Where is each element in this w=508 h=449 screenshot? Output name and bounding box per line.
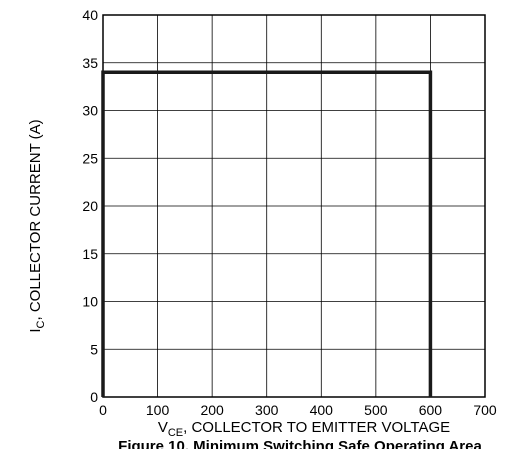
x-axis-label-main: V: [158, 419, 168, 436]
x-tick-labels: 0 100 200 300 400 500 600 700: [99, 402, 497, 418]
x-tick-label-500: 500: [364, 402, 388, 418]
safe-operating-area-line-0: [101, 70, 433, 397]
y-tick-label-15: 15: [82, 246, 98, 262]
y-tick-label-10: 10: [82, 294, 98, 310]
x-axis-label-text: , COLLECTOR TO EMITTER VOLTAGE: [183, 419, 450, 436]
y-axis-label-subscript: C: [35, 320, 47, 328]
y-axis-label: IC, COLLECTOR CURRENT (A): [27, 119, 47, 332]
y-tick-label-30: 30: [82, 103, 98, 119]
x-tick-label-300: 300: [255, 402, 279, 418]
y-tick-label-35: 35: [82, 55, 98, 71]
x-tick-label-0: 0: [99, 402, 107, 418]
y-tick-label-40: 40: [82, 7, 98, 23]
x-tick-label-100: 100: [146, 402, 170, 418]
figure-caption: Figure 10. Minimum Switching Safe Operat…: [118, 438, 482, 449]
x-axis-label-subscript: CE: [168, 427, 183, 439]
y-tick-label-0: 0: [90, 389, 98, 405]
y-tick-label-20: 20: [82, 198, 98, 214]
series-layer: [101, 70, 433, 397]
x-axis-label: VCE, COLLECTOR TO EMITTER VOLTAGE: [158, 419, 450, 439]
y-tick-label-5: 5: [90, 341, 98, 357]
x-tick-label-600: 600: [419, 402, 443, 418]
x-tick-label-400: 400: [310, 402, 334, 418]
x-tick-label-200: 200: [200, 402, 224, 418]
y-axis-label-main: I: [27, 328, 44, 332]
x-tick-label-700: 700: [473, 402, 497, 418]
y-tick-labels: 0 5 10 15 20 25 30 35 40: [82, 7, 98, 405]
y-axis-label-text: , COLLECTOR CURRENT (A): [27, 119, 44, 320]
y-tick-label-25: 25: [82, 150, 98, 166]
